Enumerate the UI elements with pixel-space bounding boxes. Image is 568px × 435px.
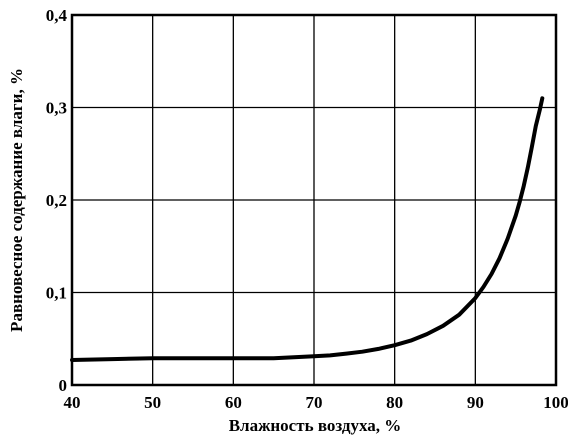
y-axis-title: Равновесное содержание влаги, % <box>7 68 26 332</box>
y-tick-label: 0,2 <box>46 191 67 210</box>
x-tick-label: 60 <box>225 393 242 412</box>
x-tick-label: 40 <box>64 393 81 412</box>
x-tick-label: 90 <box>467 393 484 412</box>
x-tick-label: 70 <box>306 393 323 412</box>
y-tick-label: 0,1 <box>46 284 67 303</box>
x-tick-label: 50 <box>144 393 161 412</box>
x-tick-label: 100 <box>543 393 568 412</box>
y-tick-label: 0,3 <box>46 99 67 118</box>
grid-lines <box>72 15 556 385</box>
series-line <box>70 96 545 362</box>
plot-frame <box>70 13 558 387</box>
x-axis-title: Влажность воздуха, % <box>229 416 402 435</box>
x-tick-labels: 40 50 60 70 80 90 100 <box>64 393 568 412</box>
y-tick-labels: 0 0,1 0,2 0,3 0,4 <box>46 6 68 395</box>
y-tick-label: 0 <box>59 376 68 395</box>
y-tick-label: 0,4 <box>46 6 68 25</box>
x-tick-label: 80 <box>386 393 403 412</box>
